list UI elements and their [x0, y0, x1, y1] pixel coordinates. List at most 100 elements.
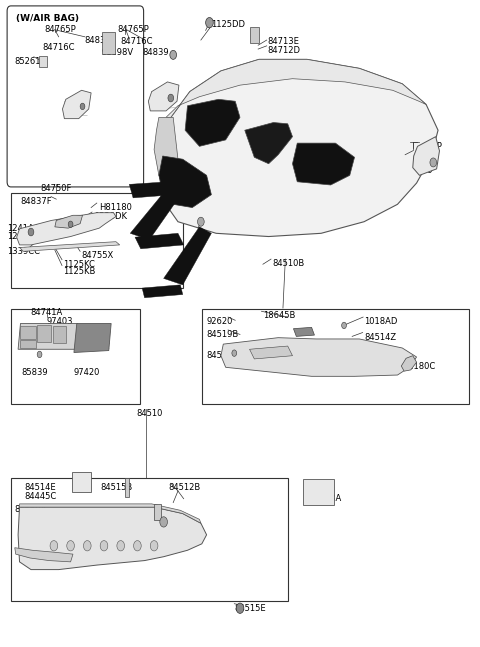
Polygon shape — [135, 234, 184, 248]
Polygon shape — [74, 324, 111, 353]
Polygon shape — [142, 285, 183, 298]
Text: 97410: 97410 — [47, 325, 73, 334]
Text: 84515B: 84515B — [101, 483, 133, 492]
Text: 92620: 92620 — [206, 317, 233, 326]
Bar — [251, 27, 259, 43]
Text: 97420: 97420 — [74, 368, 100, 377]
Text: 84765P: 84765P — [117, 25, 149, 34]
Polygon shape — [159, 156, 211, 208]
Bar — [20, 340, 36, 348]
Text: 84716C: 84716C — [42, 43, 75, 52]
Text: 84519: 84519 — [149, 519, 176, 528]
Text: 91180C: 91180C — [403, 362, 435, 371]
Polygon shape — [221, 338, 417, 377]
Text: 84516A: 84516A — [149, 510, 181, 520]
Polygon shape — [250, 346, 292, 359]
Circle shape — [232, 350, 237, 356]
Text: 1249BA: 1249BA — [7, 232, 40, 241]
Text: 1125KB: 1125KB — [63, 267, 96, 276]
Polygon shape — [164, 227, 211, 285]
Circle shape — [84, 541, 91, 551]
Text: 97403: 97403 — [47, 317, 73, 326]
Circle shape — [80, 103, 85, 109]
Text: 84741A: 84741A — [30, 308, 62, 317]
Text: 84560A: 84560A — [15, 505, 47, 514]
Text: 85839: 85839 — [22, 368, 48, 377]
Circle shape — [100, 541, 108, 551]
Circle shape — [236, 603, 244, 613]
Text: 84515E: 84515E — [234, 604, 266, 613]
Circle shape — [198, 217, 204, 226]
Text: 84445C: 84445C — [24, 492, 57, 501]
Bar — [102, 32, 116, 54]
Text: (W/AIR BAG): (W/AIR BAG) — [16, 14, 79, 23]
Text: 84518: 84518 — [206, 351, 233, 360]
FancyBboxPatch shape — [7, 6, 144, 187]
Text: 84781C: 84781C — [406, 157, 439, 166]
Text: 84512B: 84512B — [168, 483, 201, 492]
Polygon shape — [166, 60, 426, 117]
Bar — [11, 309, 140, 404]
Circle shape — [150, 541, 158, 551]
Circle shape — [37, 351, 42, 358]
Circle shape — [67, 541, 74, 551]
Polygon shape — [130, 175, 190, 240]
Polygon shape — [20, 242, 120, 251]
Bar — [124, 478, 129, 498]
Polygon shape — [159, 60, 438, 237]
Text: H81180: H81180 — [99, 203, 132, 212]
Circle shape — [117, 541, 124, 551]
Circle shape — [133, 541, 141, 551]
Text: 18645B: 18645B — [263, 311, 295, 320]
Text: 84766P: 84766P — [411, 142, 443, 151]
Polygon shape — [401, 356, 417, 371]
Text: 84514E: 84514E — [24, 483, 56, 492]
Text: 84839: 84839 — [406, 166, 432, 175]
Text: 84837F: 84837F — [21, 197, 52, 206]
Bar — [11, 193, 183, 288]
Text: 84513A: 84513A — [309, 494, 341, 503]
Text: 84510: 84510 — [136, 409, 162, 418]
Text: 1229DK: 1229DK — [95, 212, 128, 221]
Text: 1339CC: 1339CC — [7, 247, 40, 256]
Polygon shape — [292, 143, 355, 185]
Text: 84839: 84839 — [84, 36, 111, 45]
Polygon shape — [55, 215, 83, 228]
Text: 84510B: 84510B — [272, 259, 304, 268]
Text: 1241AA: 1241AA — [7, 225, 40, 234]
Polygon shape — [129, 182, 174, 198]
Circle shape — [170, 50, 177, 60]
Bar — [37, 325, 51, 342]
Text: 84713E: 84713E — [268, 38, 300, 47]
Bar — [303, 479, 334, 505]
Text: 84716C: 84716C — [120, 37, 153, 46]
Circle shape — [68, 221, 73, 228]
Polygon shape — [245, 122, 292, 164]
Polygon shape — [20, 504, 201, 523]
Polygon shape — [15, 548, 73, 562]
Polygon shape — [62, 91, 91, 118]
Text: 91198V: 91198V — [101, 48, 133, 57]
Bar — [202, 309, 469, 404]
Circle shape — [160, 517, 168, 527]
Bar — [154, 504, 161, 520]
Circle shape — [342, 322, 347, 329]
Polygon shape — [413, 137, 440, 175]
Bar — [20, 326, 36, 339]
Polygon shape — [185, 99, 240, 146]
Polygon shape — [17, 213, 116, 245]
Polygon shape — [148, 82, 179, 111]
Bar — [38, 56, 47, 67]
Text: 84514Z: 84514Z — [364, 333, 396, 342]
Circle shape — [430, 158, 437, 167]
Text: 1018AD: 1018AD — [364, 317, 397, 326]
Bar — [11, 478, 288, 600]
Text: 1125KC: 1125KC — [63, 259, 96, 269]
Text: 85261B: 85261B — [15, 57, 47, 66]
Circle shape — [205, 17, 213, 28]
Text: 84712D: 84712D — [268, 46, 300, 55]
Text: 84519B: 84519B — [206, 330, 239, 339]
Text: 84755X: 84755X — [82, 251, 114, 260]
Polygon shape — [18, 324, 78, 349]
Text: 84839: 84839 — [142, 48, 169, 57]
